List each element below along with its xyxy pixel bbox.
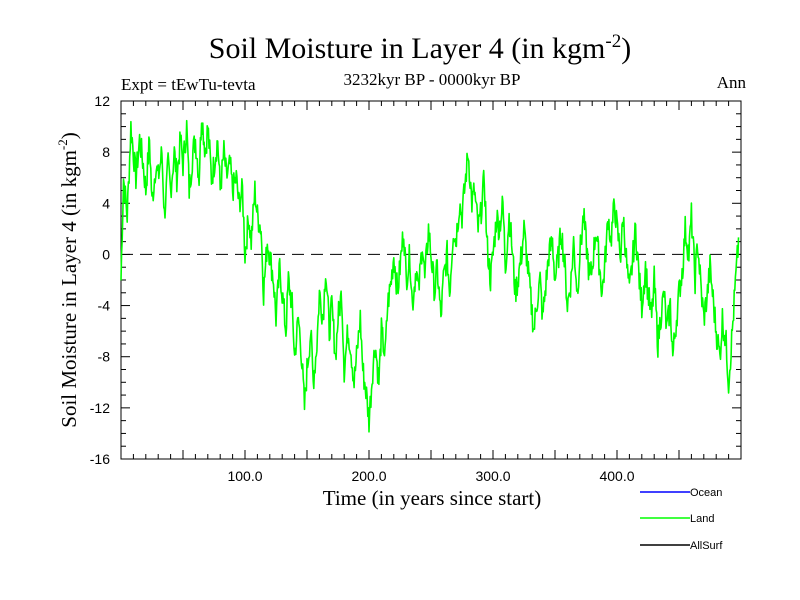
y-axis-label: Soil Moisture in Layer 4 (in kgm-2) [55,132,81,427]
legend-label-allsurf: AllSurf [690,540,723,552]
chart-title: Soil Moisture in Layer 4 (in kgm-2) [209,31,631,65]
legend: Ocean Land AllSurf [640,487,723,552]
x-axis-label: Time (in years since start) [323,486,542,510]
plot-area [120,100,742,460]
y-tick-label: 4 [102,195,110,211]
y-tick-label: 8 [102,144,110,160]
y-tick-label: -4 [98,298,111,314]
y-tick-label: -16 [90,451,110,467]
time-range-subtitle: 3232kyr BP - 0000kyr BP [344,70,521,89]
chart-title-superscript: -2 [605,31,621,52]
experiment-label: Expt = tEwTu-tevta [121,75,256,94]
y-tick-label: 12 [94,93,110,109]
x-tick-label: 100.0 [227,468,262,484]
legend-label-ocean: Ocean [690,487,722,499]
x-tick-label: 400.0 [599,468,634,484]
season-label: Ann [717,73,747,92]
y-tick-label: -12 [90,400,110,416]
series-line-land [120,119,740,433]
x-tick-label: 300.0 [475,468,510,484]
legend-label-land: Land [690,513,714,525]
y-tick-label: 0 [102,246,110,262]
x-tick-labels: 100.0 200.0 300.0 400.0 [227,468,634,484]
y-tick-labels: -16 -12 -8 -4 0 4 8 12 [90,93,110,467]
y-axis-label-superscript: -2 [55,139,70,150]
x-tick-label: 200.0 [351,468,386,484]
axis-ticks [121,100,741,460]
y-tick-label: -8 [98,349,111,365]
